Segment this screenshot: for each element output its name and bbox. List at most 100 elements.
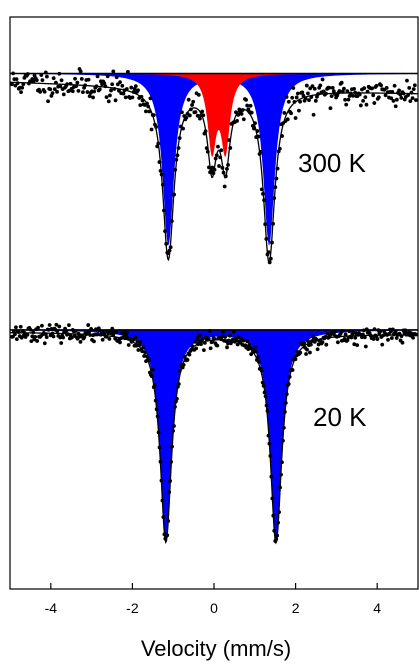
data-point xyxy=(112,87,117,91)
data-point xyxy=(252,126,256,131)
data-point xyxy=(16,330,21,335)
data-point xyxy=(102,81,107,86)
data-point xyxy=(271,221,275,226)
data-point xyxy=(52,87,57,92)
data-point xyxy=(69,335,74,340)
data-point xyxy=(145,354,149,359)
data-point xyxy=(263,222,268,227)
panel-label-300k: 300 K xyxy=(298,148,367,178)
data-point xyxy=(393,329,398,334)
data-point xyxy=(74,84,79,89)
data-point xyxy=(280,460,284,465)
data-point xyxy=(42,341,47,346)
data-point xyxy=(408,99,413,104)
data-point xyxy=(29,339,34,344)
data-point xyxy=(91,95,95,100)
data-point xyxy=(397,88,401,93)
data-point xyxy=(269,474,274,479)
data-point xyxy=(256,359,261,364)
data-point xyxy=(173,405,177,409)
data-point xyxy=(172,424,176,428)
data-point xyxy=(121,91,126,96)
data-point xyxy=(212,167,217,172)
data-point xyxy=(134,343,139,348)
data-point xyxy=(103,84,108,89)
data-point xyxy=(161,515,166,520)
data-point xyxy=(308,342,313,347)
data-point xyxy=(130,95,135,100)
data-point xyxy=(228,333,232,338)
data-point xyxy=(403,328,408,333)
data-point xyxy=(149,127,154,132)
data-point xyxy=(97,328,102,333)
data-point xyxy=(114,75,119,80)
data-point xyxy=(216,144,220,149)
data-point xyxy=(324,91,328,96)
data-point xyxy=(106,99,111,104)
data-point xyxy=(289,111,293,116)
data-point xyxy=(160,498,165,503)
data-point xyxy=(225,345,229,350)
data-point xyxy=(123,95,128,100)
data-point xyxy=(214,153,219,158)
data-point xyxy=(126,343,131,347)
data-point xyxy=(186,97,191,102)
data-point xyxy=(81,90,85,95)
data-point xyxy=(177,136,182,140)
data-point xyxy=(83,83,88,88)
data-point xyxy=(47,323,52,327)
data-point xyxy=(87,329,92,334)
data-point xyxy=(190,103,194,107)
data-point xyxy=(218,155,223,160)
data-point xyxy=(205,149,210,154)
data-point xyxy=(293,357,298,362)
data-point xyxy=(10,82,14,87)
data-point xyxy=(355,343,360,347)
data-point xyxy=(190,344,195,349)
data-point xyxy=(378,329,383,334)
x-axis-title: Velocity (mm/s) xyxy=(141,636,291,661)
data-point xyxy=(315,347,320,352)
data-point xyxy=(150,368,155,372)
data-point xyxy=(318,83,323,88)
data-point xyxy=(399,334,404,338)
data-point xyxy=(380,342,385,347)
data-point xyxy=(49,326,54,331)
data-point xyxy=(136,88,140,93)
data-point xyxy=(107,337,112,341)
data-point xyxy=(160,182,165,187)
data-point xyxy=(226,163,230,167)
data-point xyxy=(67,323,71,328)
data-point xyxy=(261,383,266,388)
data-point xyxy=(266,250,271,255)
data-point xyxy=(265,409,270,413)
data-point xyxy=(159,478,164,483)
data-point xyxy=(291,86,296,90)
x-tick-label: 4 xyxy=(373,600,381,616)
data-point xyxy=(89,327,93,331)
data-point xyxy=(357,92,362,97)
data-point xyxy=(46,327,51,332)
data-point xyxy=(227,338,231,343)
data-point xyxy=(268,454,273,458)
data-point xyxy=(297,108,301,113)
data-point xyxy=(394,97,399,102)
data-point xyxy=(117,88,121,93)
data-point xyxy=(175,153,180,158)
data-point xyxy=(61,92,66,97)
data-point xyxy=(414,98,418,103)
data-point xyxy=(156,430,161,435)
data-point xyxy=(274,537,279,542)
data-point xyxy=(94,84,99,89)
data-point xyxy=(333,329,337,334)
data-point xyxy=(104,334,109,339)
data-point xyxy=(122,336,127,341)
data-point xyxy=(303,96,308,101)
data-point xyxy=(48,87,53,92)
data-point xyxy=(305,347,309,352)
data-point xyxy=(13,83,18,88)
data-point xyxy=(220,334,225,339)
data-point xyxy=(272,528,277,533)
data-point xyxy=(372,327,377,332)
data-point xyxy=(320,77,325,82)
